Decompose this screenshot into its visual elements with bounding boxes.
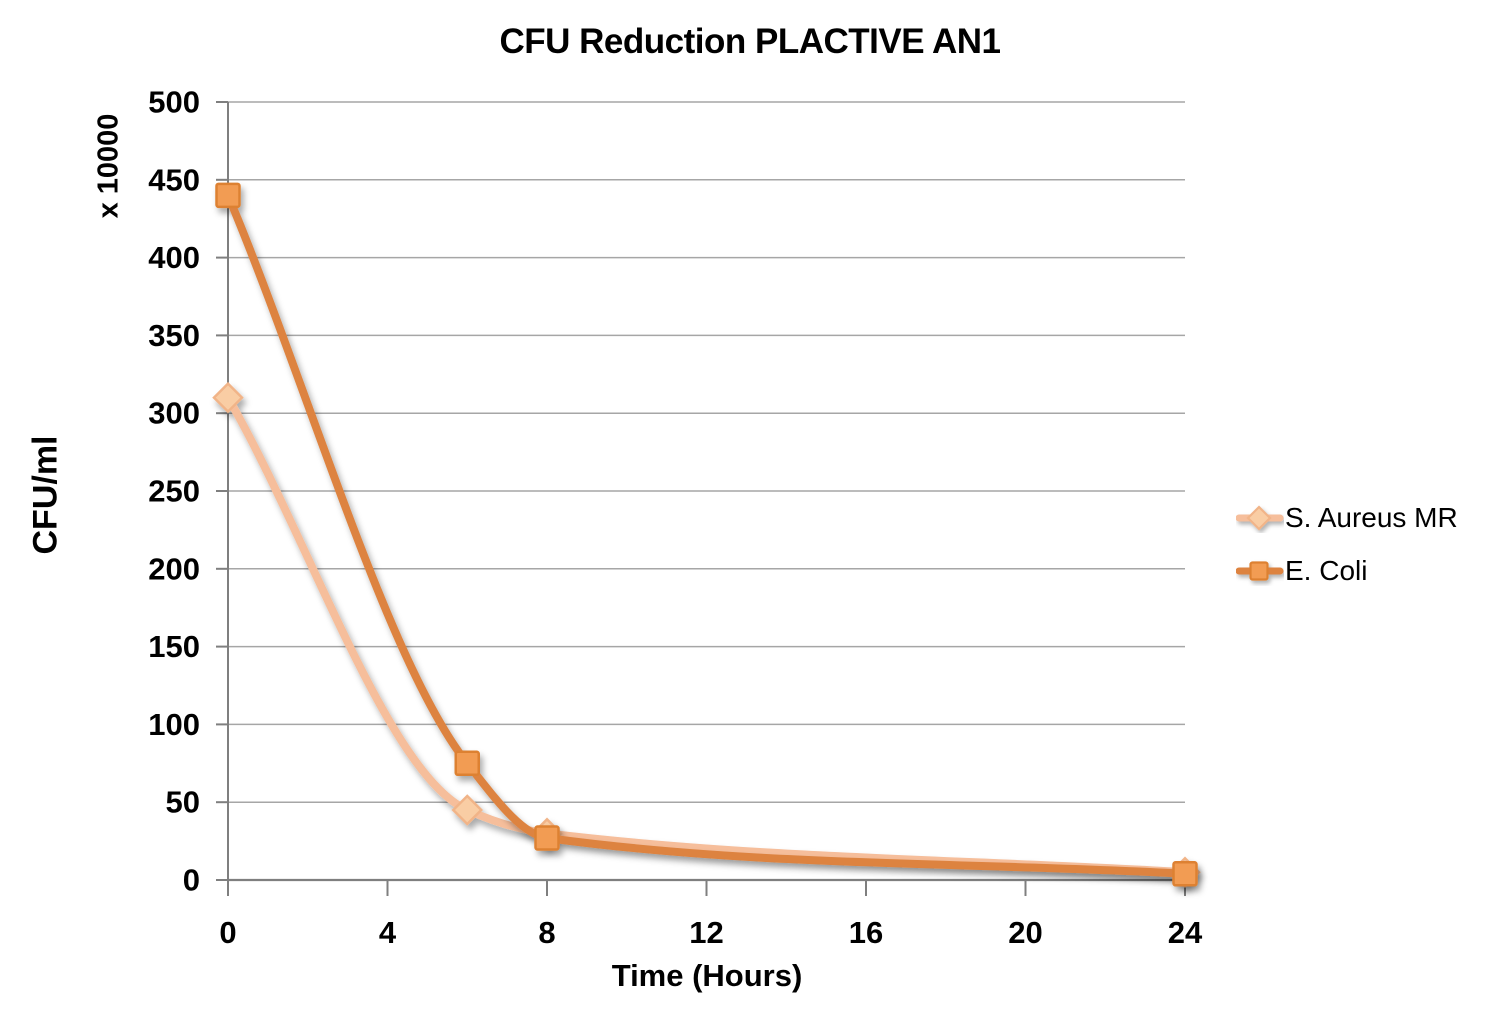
series-e-coli	[215, 182, 1198, 887]
x-axis-label: Time (Hours)	[611, 958, 803, 993]
y-axis-unit-label: x 10000	[92, 113, 125, 219]
legend-label: E. Coli	[1285, 555, 1368, 586]
y-tick-label: 150	[148, 629, 200, 664]
diamond-marker-icon	[1236, 505, 1284, 531]
y-tick-label: 250	[148, 474, 200, 509]
x-tick-label: 12	[689, 915, 723, 950]
x-tick-label: 8	[538, 915, 555, 950]
y-tick-label: 50	[166, 785, 200, 820]
x-tick-label: 24	[1168, 915, 1203, 950]
chart-title: CFU Reduction PLACTIVE AN1	[499, 22, 1002, 61]
y-tick-label: 0	[183, 863, 200, 898]
y-axis-label: CFU/ml	[26, 435, 65, 555]
y-tick-label: 350	[148, 318, 200, 353]
legend-label: S. Aureus MR	[1285, 502, 1458, 533]
x-tick-label: 20	[1008, 915, 1042, 950]
series-s-aureus-mr	[212, 381, 1201, 888]
y-tick-label: 100	[148, 707, 200, 742]
y-tick-label: 500	[148, 85, 200, 120]
x-tick-label: 0	[219, 915, 236, 950]
x-axis-ticks: 0 4 8 12 16 20 24	[219, 880, 1203, 950]
x-tick-label: 16	[849, 915, 883, 950]
gridlines: 0 50 100 150 200 250 300 350 400 450 500	[148, 85, 1185, 898]
y-tick-label: 400	[148, 240, 200, 275]
legend-item-e-coli: E. Coli	[1236, 555, 1458, 586]
legend: S. Aureus MR E. Coli	[1236, 502, 1458, 586]
x-tick-label: 4	[379, 915, 397, 950]
y-tick-label: 450	[148, 162, 200, 197]
legend-item-s-aureus-mr: S. Aureus MR	[1236, 502, 1458, 533]
y-tick-label: 300	[148, 396, 200, 431]
square-marker-icon	[1236, 561, 1284, 581]
y-tick-label: 200	[148, 551, 200, 586]
